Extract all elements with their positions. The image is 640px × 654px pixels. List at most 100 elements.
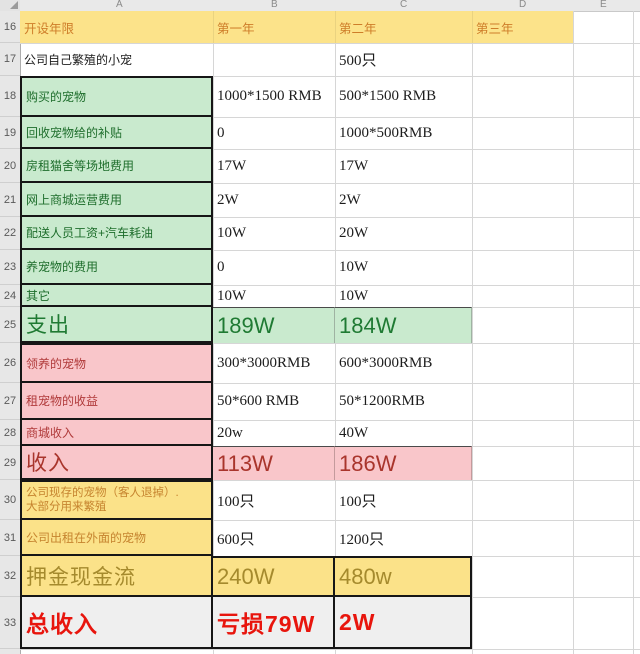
cell-b19[interactable]: 0 <box>217 124 225 141</box>
cell-b29[interactable]: 113W <box>213 446 335 480</box>
cell-a28[interactable]: 商城收入 <box>20 420 213 446</box>
cells-grid: 开设年限 第一年 第二年 第三年 公司自己繁殖的小宠 500只 购买的宠物 10… <box>20 0 640 654</box>
column-header-a[interactable]: A <box>116 0 123 10</box>
gridline <box>472 11 473 43</box>
cell-a27[interactable]: 租宠物的收益 <box>20 383 213 420</box>
cell-c32[interactable]: 480w <box>335 556 472 597</box>
cell-a17[interactable]: 公司自己繁殖的小宠 <box>24 53 133 67</box>
cell-c19[interactable]: 1000*500RMB <box>339 124 433 141</box>
row-header-29[interactable]: 29 <box>0 446 20 480</box>
cell-a26[interactable]: 领养的宠物 <box>20 343 213 383</box>
year-header-band <box>20 11 573 43</box>
cell-b31[interactable]: 600只 <box>217 531 255 548</box>
gridline <box>20 183 640 184</box>
column-header-b[interactable]: B <box>271 0 278 10</box>
cell-a32-deposit-cashflow[interactable]: 押金现金流 <box>20 556 213 597</box>
column-header-c[interactable]: C <box>400 0 408 10</box>
cell-b20[interactable]: 17W <box>217 157 247 174</box>
gridline <box>20 343 640 344</box>
cell-b26[interactable]: 300*3000RMB <box>217 354 311 371</box>
row-header-18[interactable]: 18 <box>0 76 20 117</box>
gridline <box>20 383 640 384</box>
cell-a33-total-income[interactable]: 总收入 <box>20 597 213 649</box>
cell-c27[interactable]: 50*1200RMB <box>339 393 425 409</box>
cell-c31[interactable]: 1200只 <box>339 531 385 548</box>
cell-c25[interactable]: 184W <box>335 307 472 343</box>
row-header-25[interactable]: 25 <box>0 307 20 343</box>
cell-a24[interactable]: 其它 <box>20 285 213 307</box>
cell-a30[interactable]: 公司现存的宠物（客人退掉）. 大部分用来繁殖 <box>20 480 213 520</box>
row-header-30[interactable]: 30 <box>0 480 20 520</box>
cell-b30[interactable]: 100只 <box>217 493 255 510</box>
cell-c24[interactable]: 10W <box>339 287 369 304</box>
cell-c33[interactable]: 2W <box>335 597 472 649</box>
cell-c21[interactable]: 2W <box>339 191 361 208</box>
cell-a22[interactable]: 配送人员工资+汽车耗油 <box>20 217 213 250</box>
cell-c29[interactable]: 186W <box>335 446 472 480</box>
row-header-28[interactable]: 28 <box>0 420 20 446</box>
cell-c23[interactable]: 10W <box>339 259 369 275</box>
gridline <box>335 11 336 43</box>
row-header-22[interactable]: 22 <box>0 217 20 250</box>
row-header-23[interactable]: 23 <box>0 250 20 285</box>
cell-a23[interactable]: 养宠物的费用 <box>20 250 213 285</box>
cell-b18[interactable]: 1000*1500 RMB <box>217 88 322 104</box>
gridline <box>20 649 640 650</box>
row-header-31[interactable]: 31 <box>0 520 20 556</box>
cell-b25[interactable]: 189W <box>213 307 335 343</box>
cell-a21[interactable]: 网上商城运营费用 <box>20 183 213 217</box>
row-header-26[interactable]: 26 <box>0 343 20 383</box>
cell-b21[interactable]: 2W <box>217 191 239 208</box>
cell-c30[interactable]: 100只 <box>339 493 377 510</box>
cell-c26[interactable]: 600*3000RMB <box>339 354 433 371</box>
row-header-19[interactable]: 19 <box>0 117 20 149</box>
row-header-24[interactable]: 24 <box>0 285 20 307</box>
cell-b28[interactable]: 20w <box>217 424 243 441</box>
cell-a30-line2: 大部分用来繁殖 <box>26 501 107 513</box>
row-header-16[interactable]: 16 <box>0 11 20 43</box>
gridline <box>213 11 214 43</box>
row-header-32[interactable]: 32 <box>0 556 20 597</box>
gridline <box>633 11 634 654</box>
cell-b32[interactable]: 240W <box>213 556 335 597</box>
gridline <box>20 43 640 44</box>
cell-c16[interactable]: 第二年 <box>339 21 377 36</box>
column-header-d[interactable]: D <box>519 0 527 10</box>
cell-c18[interactable]: 500*1500 RMB <box>339 88 437 104</box>
row-header-17[interactable]: 17 <box>0 43 20 76</box>
cell-a29-income-total[interactable]: 收入 <box>20 446 213 480</box>
cell-b27[interactable]: 50*600 RMB <box>217 393 300 409</box>
cell-a20[interactable]: 房租猫舍等场地费用 <box>20 149 213 183</box>
cell-a31[interactable]: 公司出租在外面的宠物 <box>20 520 213 556</box>
cell-b33[interactable]: 亏损79W <box>213 597 335 649</box>
cell-a18[interactable]: 购买的宠物 <box>20 76 213 117</box>
column-header-e[interactable]: E <box>600 0 607 10</box>
cell-a30-line1: 公司现存的宠物（客人退掉）. <box>26 487 179 499</box>
cell-c17[interactable]: 500只 <box>339 53 377 69</box>
gridline <box>472 11 473 654</box>
cell-a25-expense-total[interactable]: 支出 <box>20 307 213 343</box>
cell-b24[interactable]: 10W <box>217 287 247 304</box>
gridline <box>20 285 640 286</box>
gridline <box>20 76 640 77</box>
gridline <box>20 149 640 150</box>
gridline <box>573 11 574 654</box>
gridline <box>20 217 640 218</box>
gridline <box>20 480 640 481</box>
cell-c28[interactable]: 40W <box>339 424 369 441</box>
gridline <box>20 250 640 251</box>
row-header-20[interactable]: 20 <box>0 149 20 183</box>
cell-b16[interactable]: 第一年 <box>217 21 255 36</box>
cell-a19[interactable]: 回收宠物给的补贴 <box>20 117 213 149</box>
cell-c22[interactable]: 20W <box>339 225 369 241</box>
cell-b23[interactable]: 0 <box>217 259 225 275</box>
cell-b22[interactable]: 10W <box>217 225 247 241</box>
row-header-33[interactable]: 33 <box>0 597 20 649</box>
cell-a16[interactable]: 开设年限 <box>24 21 75 36</box>
cell-c20[interactable]: 17W <box>339 157 369 174</box>
cell-d16[interactable]: 第三年 <box>476 21 514 36</box>
row-header-27[interactable]: 27 <box>0 383 20 420</box>
gridline <box>20 117 640 118</box>
row-header-21[interactable]: 21 <box>0 183 20 217</box>
